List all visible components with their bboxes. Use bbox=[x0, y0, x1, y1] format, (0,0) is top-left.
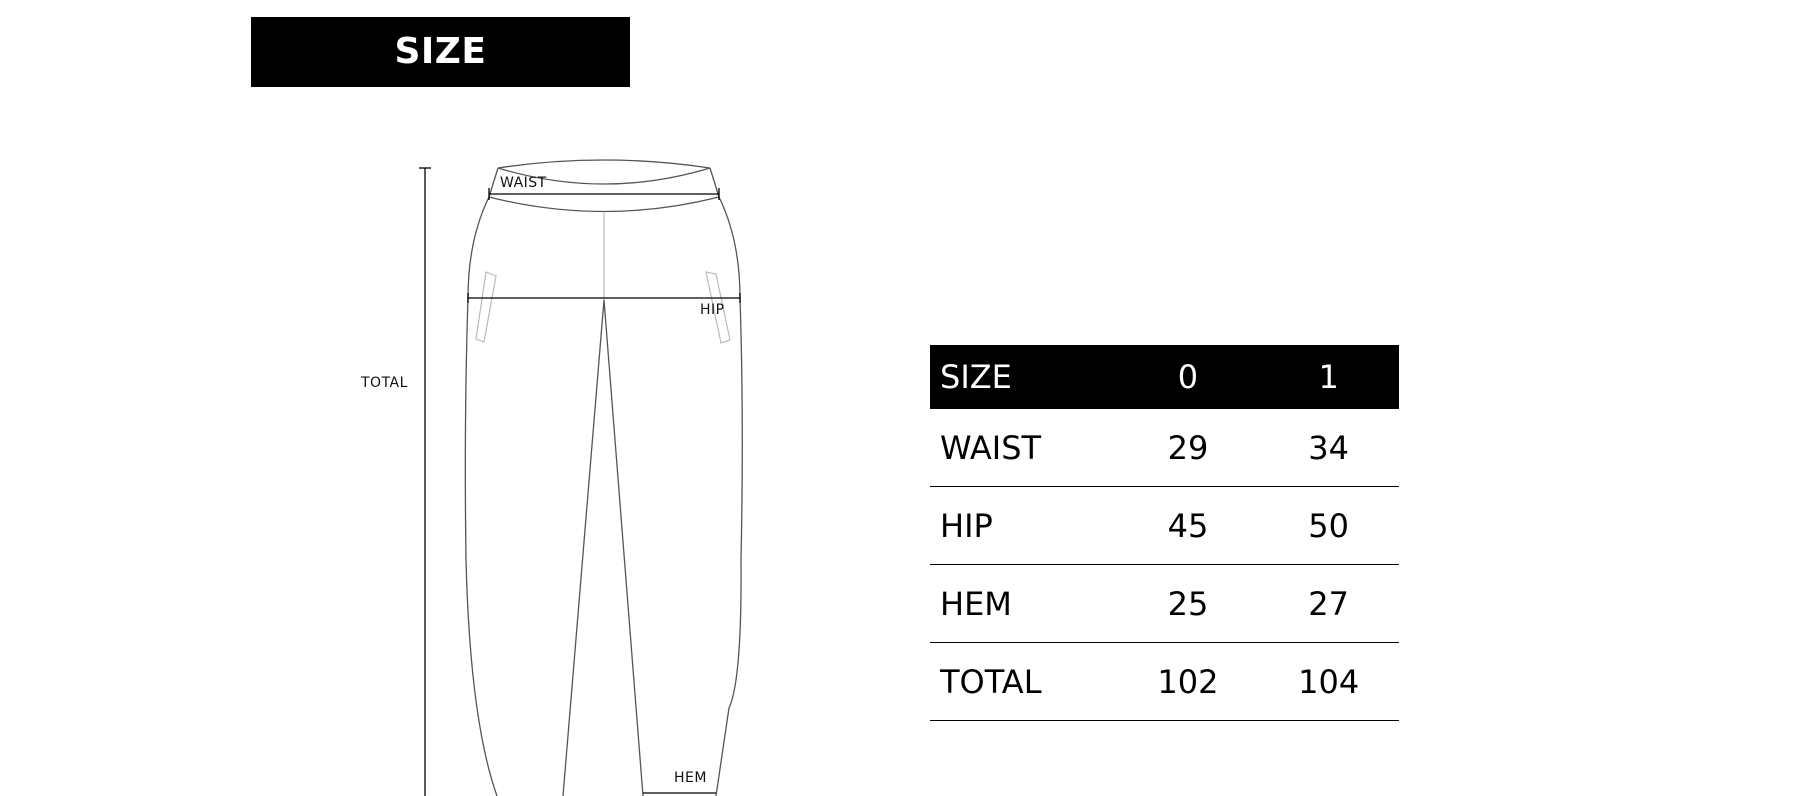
hip-label: HIP bbox=[700, 302, 725, 318]
waistband-top bbox=[497, 159, 711, 169]
header-size-label: SIZE bbox=[930, 345, 1118, 409]
left-pocket bbox=[475, 271, 497, 343]
row-label: TOTAL bbox=[930, 642, 1118, 721]
waist-label: WAIST bbox=[500, 175, 547, 191]
header-size-1: 1 bbox=[1258, 345, 1399, 409]
page-title: SIZE INFORMATION bbox=[251, 17, 630, 142]
row-value: 50 bbox=[1258, 486, 1399, 565]
row-value: 102 bbox=[1117, 642, 1259, 721]
total-label: TOTAL bbox=[361, 375, 408, 391]
table-row: HEM 25 27 bbox=[930, 564, 1399, 643]
row-label: HEM bbox=[930, 564, 1118, 643]
left-outer-leg bbox=[464, 167, 499, 796]
right-inner-leg bbox=[603, 299, 644, 796]
row-label: WAIST bbox=[930, 409, 1118, 487]
left-inner-leg bbox=[562, 299, 605, 796]
row-label: HIP bbox=[930, 486, 1118, 565]
waistband-bottom bbox=[488, 196, 720, 213]
table-row: TOTAL 102 104 bbox=[930, 642, 1399, 721]
header-size-0: 0 bbox=[1117, 345, 1259, 409]
row-value: 34 bbox=[1258, 409, 1399, 487]
right-pocket bbox=[705, 271, 731, 344]
row-value: 104 bbox=[1258, 642, 1399, 721]
row-value: 25 bbox=[1117, 564, 1259, 643]
table-row: WAIST 29 34 bbox=[930, 409, 1399, 487]
right-outer-leg bbox=[709, 167, 743, 796]
row-value: 45 bbox=[1117, 486, 1259, 565]
table-header-row: SIZE 0 1 bbox=[930, 345, 1399, 409]
waistband-front bbox=[497, 167, 711, 185]
hem-label: HEM bbox=[674, 770, 707, 786]
row-value: 27 bbox=[1258, 564, 1399, 643]
row-value: 29 bbox=[1117, 409, 1259, 487]
table-row: HIP 45 50 bbox=[930, 486, 1399, 565]
size-table: SIZE 0 1 WAIST 29 34 HIP 45 50 HEM 25 27… bbox=[930, 345, 1399, 721]
